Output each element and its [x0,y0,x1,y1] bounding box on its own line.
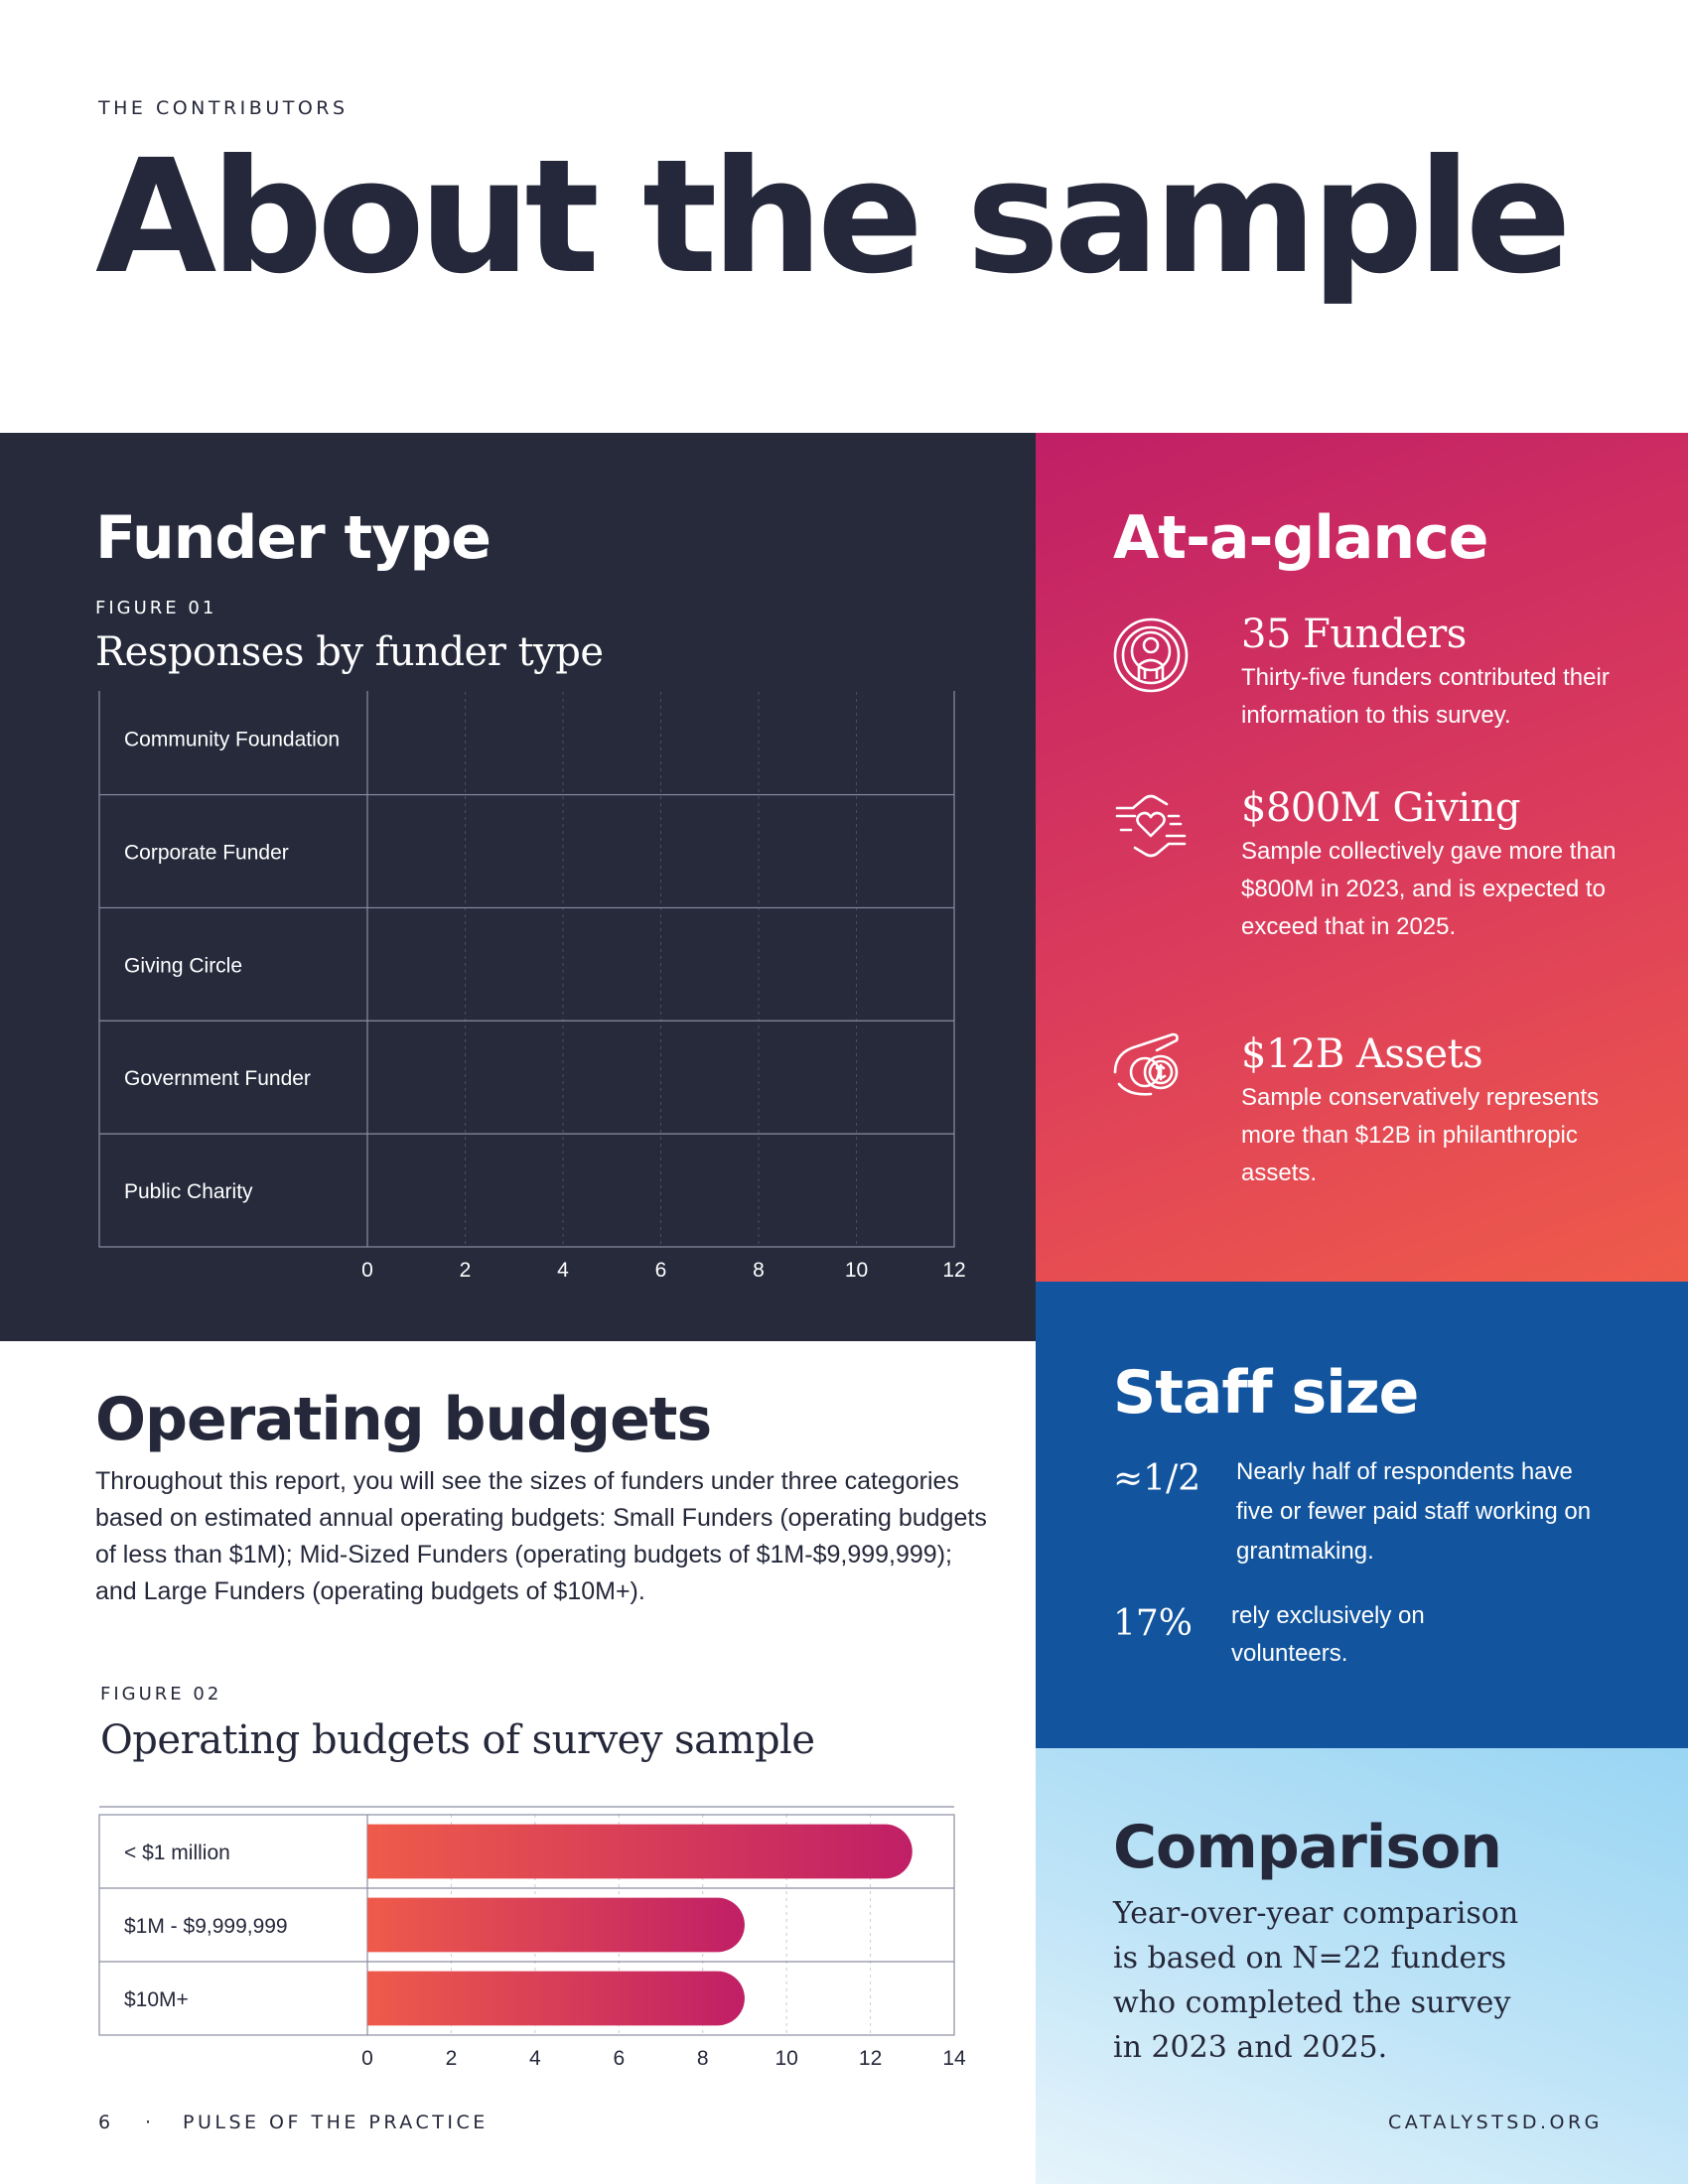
footer-separator: · [145,2112,155,2133]
chart-tick-label: 6 [613,2047,625,2070]
chart-tick-label: 12 [942,1259,965,1282]
chart-tick-label: 2 [446,2047,458,2070]
staff-stat-half: ≈1/2 [1113,1458,1201,1499]
glance-giving-text: Sample collectively gave more than $800M… [1241,838,1617,940]
chart-category-label: $1M - $9,999,999 [124,1915,288,1938]
chart-tick-label: 10 [845,1259,868,1282]
chart-bar [367,1032,466,1123]
glance-funders-title: 35 Funders [1241,612,1467,657]
chart-tick-label: 0 [361,2047,373,2070]
chart-category-label: Government Funder [124,1067,311,1090]
section-eyebrow: THE CONTRIBUTORS [98,97,349,119]
at-a-glance-panel: At-a-glance 35 Funders Thirty-five funde… [1036,433,1688,1282]
chart-bar [367,693,661,783]
glance-assets-text: Sample conservatively represents more th… [1241,1084,1600,1186]
chart-tick-label: 14 [942,2047,966,2070]
figure-02-label: FIGURE 02 [100,1684,222,1705]
chart-bar [367,1971,745,2026]
chart-category-label: Community Foundation [124,729,340,751]
chart-category-label: Public Charity [124,1180,253,1203]
footer-page-number: 6 [98,2112,114,2133]
staff-stat-half-text: Nearly half of respondents have five or … [1236,1458,1592,1565]
comparison-text: Year-over-year comparison is based on N=… [1113,1896,1519,2065]
giving-hands-heart-icon [1115,794,1187,858]
glance-giving-title: $800M Giving [1241,785,1520,831]
page-title: About the sample [95,126,1572,309]
hand-coins-icon [1113,1032,1179,1096]
footer-publication: PULSE OF THE PRACTICE [183,2112,489,2133]
at-a-glance-heading: At-a-glance [1113,503,1488,573]
chart-bar [367,1146,466,1236]
chart-tick-label: 2 [460,1259,472,1282]
staff-size-panel: Staff size ≈1/2 Nearly half of responden… [1036,1282,1688,1748]
figure-02-title: Operating budgets of survey sample [100,1717,815,1763]
chart-frame [98,1814,955,2036]
chart-bar [367,919,466,1010]
operating-budgets-heading: Operating budgets [95,1385,712,1454]
chart-category-label: Giving Circle [124,954,242,977]
chart-category-label: Corporate Funder [124,842,289,865]
operating-budgets-chart: < $1 million $1M - $9,999,999 $10M+ 0 2 4 6 8 10… [98,1806,966,2070]
staff-stat-volunteers: 17% [1113,1603,1194,1644]
chart-tick-label: 8 [697,2047,709,2070]
operating-budgets-body: Throughout this report, you will see the… [95,1467,987,1605]
chart-tick-label: 0 [361,1259,373,1282]
figure-01-title: Responses by funder type [95,629,604,675]
chart-tick-label: 12 [859,2047,882,2070]
funder-type-chart: Family FoundationPrivate FoundationCommu… [98,691,966,1282]
chart-bar [367,1897,745,1953]
funder-type-heading: Funder type [95,503,492,573]
funders-icon [1113,617,1189,693]
chart-tick-label: 4 [529,2047,541,2070]
chart-category-label: < $1 million [124,1842,230,1864]
staff-size-heading: Staff size [1113,1358,1419,1428]
footer-website: CATALYSTSD.ORG [1388,2112,1603,2133]
comparison-heading: Comparison [1113,1813,1502,1882]
chart-frame [98,691,955,1248]
funder-type-panel: Funder type FIGURE 01 Responses by funde… [0,433,1036,1341]
figure-01-label: FIGURE 01 [95,598,217,618]
chart-tick-label: 6 [655,1259,667,1282]
chart-tick-label: 8 [753,1259,765,1282]
chart-tick-label: 4 [557,1259,569,1282]
chart-bar [367,1824,913,1879]
glance-assets-title: $12B Assets [1241,1031,1483,1077]
chart-tick-label: 10 [774,2047,797,2070]
chart-category-label: $10M+ [124,1988,189,2011]
comparison-panel: Comparison Year-over-year comparison is … [1036,1748,1688,2184]
staff-stat-volunteers-text: rely exclusively on volunteers. [1231,1602,1425,1667]
glance-funders-text: Thirty-five funders contributed their in… [1241,664,1610,729]
